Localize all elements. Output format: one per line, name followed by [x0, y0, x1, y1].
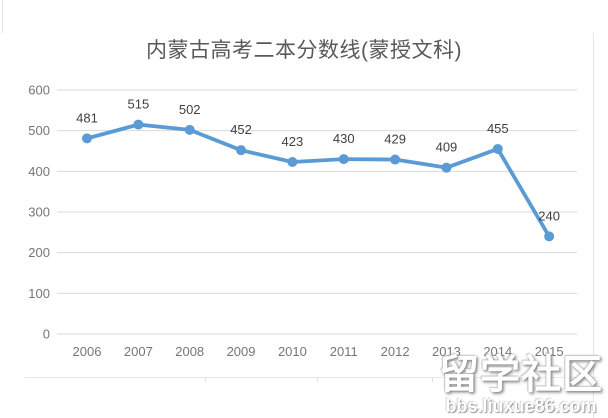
data-point-label: 455 — [487, 121, 509, 136]
data-point-label: 481 — [76, 110, 98, 125]
data-point — [287, 156, 298, 167]
page-divider-tick — [205, 377, 206, 382]
page-divider-tick — [317, 377, 318, 382]
x-axis-tick-label: 2014 — [483, 344, 512, 359]
y-axis-tick-label: 100 — [28, 286, 50, 301]
page-divider-tick — [432, 377, 433, 382]
data-point — [184, 124, 195, 135]
x-axis-tick-label: 2006 — [73, 344, 102, 359]
y-axis-tick-label: 600 — [28, 83, 50, 98]
data-point — [492, 143, 503, 154]
x-axis-tick-label: 2008 — [175, 344, 204, 359]
data-point — [82, 133, 92, 144]
page-divider-left-stub — [2, 0, 3, 33]
data-point-label: 452 — [230, 122, 252, 137]
data-point-label: 502 — [179, 102, 201, 117]
data-point-label: 430 — [333, 131, 355, 146]
data-point-label: 429 — [384, 132, 406, 147]
y-axis-tick-label: 400 — [28, 164, 50, 179]
x-axis-tick-label: 2010 — [278, 344, 307, 359]
data-point — [236, 145, 247, 156]
chart-title: 内蒙古高考二本分数线(蒙授文科) — [146, 39, 462, 62]
data-point — [390, 154, 401, 165]
data-point — [441, 162, 452, 173]
x-axis-tick-label: 2013 — [432, 344, 461, 359]
data-point-label: 515 — [127, 97, 149, 112]
y-axis-tick-label: 300 — [28, 205, 50, 220]
data-point-label: 240 — [538, 208, 560, 223]
x-axis-tick-label: 2012 — [381, 344, 410, 359]
data-point — [133, 119, 144, 130]
y-axis-tick-label: 0 — [43, 327, 50, 342]
x-axis-tick-label: 2009 — [227, 344, 256, 359]
series-line — [85, 122, 552, 239]
x-axis-tick-label: 2007 — [124, 344, 153, 359]
x-axis-tick-label: 2011 — [330, 344, 358, 359]
data-point — [338, 154, 349, 165]
page-divider-right — [593, 33, 594, 418]
y-axis-tick-label: 200 — [28, 245, 50, 260]
x-axis-tick-label: 2015 — [535, 344, 564, 359]
data-point — [544, 231, 555, 242]
page-divider-horizontal — [25, 377, 597, 378]
data-point-label: 423 — [282, 134, 304, 149]
y-axis-tick-label: 500 — [28, 123, 50, 138]
data-point-label: 409 — [436, 140, 458, 155]
